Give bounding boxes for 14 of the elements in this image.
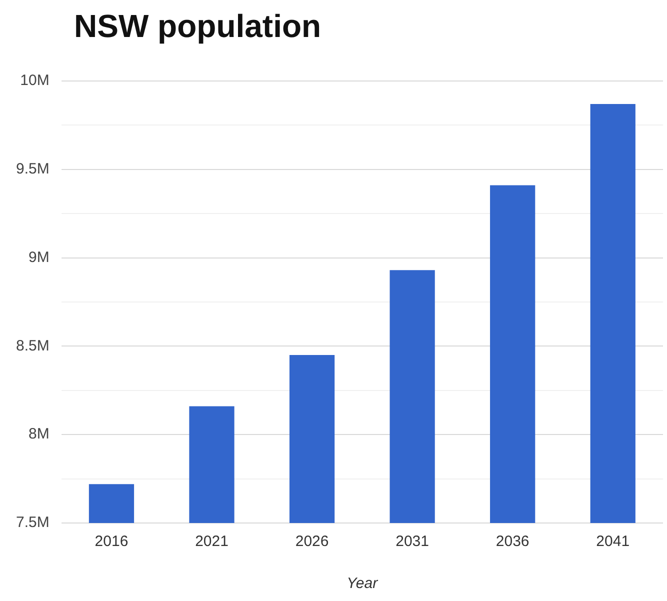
y-tick-label: 8M: [28, 426, 50, 443]
y-tick-label: 7.5M: [16, 514, 50, 532]
x-tick-label: 2026: [295, 533, 329, 550]
y-tick-label: 9.5M: [16, 160, 50, 178]
x-axis-title: Year: [346, 575, 379, 592]
x-tick-label: 2016: [94, 533, 128, 550]
y-tick-label: 10M: [20, 72, 50, 90]
x-tick-label: 2031: [396, 533, 429, 550]
x-tick-label: 2036: [496, 533, 530, 550]
y-tick-label: 8.5M: [16, 337, 50, 354]
y-tick-label: 9M: [28, 248, 50, 266]
chart-title: NSW population: [74, 8, 322, 45]
x-tick-label: 2041: [596, 533, 630, 550]
x-tick-label: 2021: [195, 533, 228, 550]
